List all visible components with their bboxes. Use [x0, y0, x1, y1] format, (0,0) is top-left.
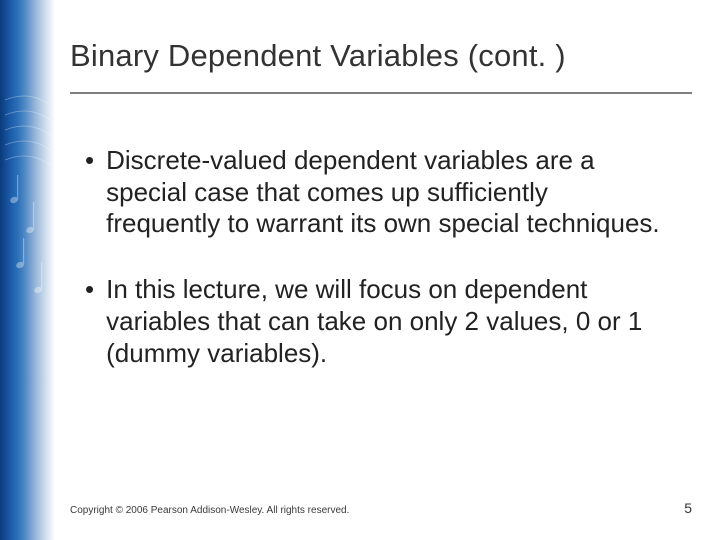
bullet-item: • Discrete-valued dependent variables ar… [85, 145, 665, 240]
content-area: • Discrete-valued dependent variables ar… [85, 145, 665, 403]
slide-title: Binary Dependent Variables (cont. ) [70, 38, 690, 74]
bullet-text: Discrete-valued dependent variables are … [106, 145, 665, 240]
bullet-item: • In this lecture, we will focus on depe… [85, 274, 665, 369]
copyright-text: Copyright © 2006 Pearson Addison-Wesley.… [70, 505, 349, 516]
bullet-text: In this lecture, we will focus on depend… [106, 274, 665, 369]
bullet-marker: • [85, 145, 94, 240]
page-number: 5 [684, 500, 692, 516]
left-gradient-decor [0, 0, 55, 540]
title-underline-rule [70, 92, 692, 94]
bullet-marker: • [85, 274, 94, 369]
music-notes-decor [0, 80, 55, 340]
footer: Copyright © 2006 Pearson Addison-Wesley.… [70, 500, 692, 516]
